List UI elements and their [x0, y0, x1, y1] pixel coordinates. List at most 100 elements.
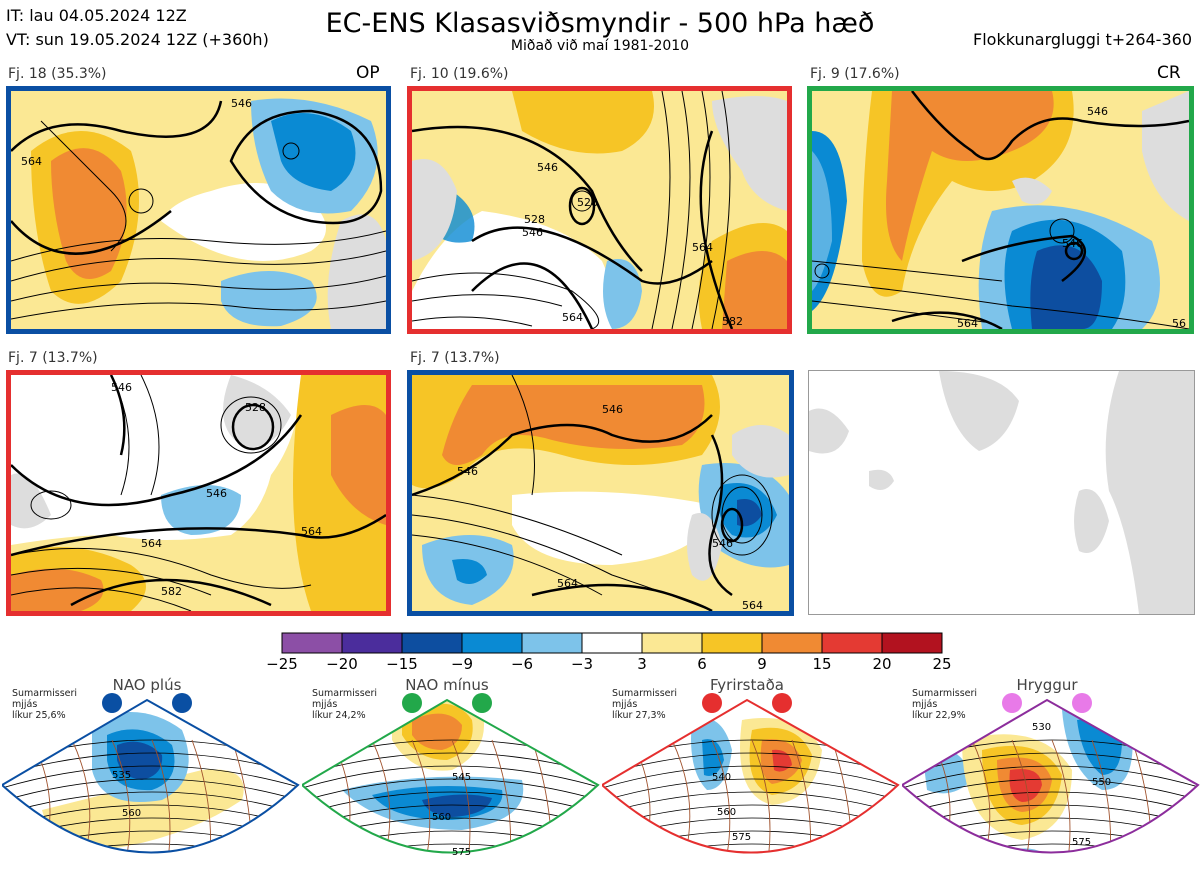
regime-marker-dot [1072, 693, 1092, 713]
contour-label: 564 [301, 525, 322, 538]
height-contour [902, 791, 1198, 818]
height-contour [602, 778, 898, 805]
regime-info-line: mjjás [912, 699, 938, 710]
contour-label: 546 [537, 161, 558, 174]
height-contour [2, 791, 298, 818]
cluster-panel-4: 528 546 564 564 582 546 [6, 370, 391, 616]
contour-label: 560 [717, 807, 736, 818]
anomaly-shading [42, 769, 244, 850]
regime-map: 535 560 [2, 693, 300, 854]
regime-map: 530 550 575 [902, 693, 1200, 854]
regime-info-line: Sumarmisseri [612, 688, 678, 699]
regime-marker-dot [472, 693, 492, 713]
contour-label: 530 [1032, 722, 1051, 733]
page-subtitle: Miðað við maí 1981-2010 [510, 38, 690, 54]
regime-map: 545 560 575 [302, 693, 600, 858]
regime-marker-dot [172, 693, 192, 713]
height-contour [302, 765, 598, 792]
contour-label: 546 [602, 403, 623, 416]
contour-label: 546 [457, 465, 478, 478]
regime-border [602, 698, 900, 854]
contour-label: 575 [452, 847, 471, 858]
contour-label: 564 [557, 577, 578, 590]
regime-marker-dot [1002, 693, 1022, 713]
colorbar-tick-label: −6 [510, 655, 534, 673]
cluster-panel-2: 546 528 528 546 564 564 582 [407, 86, 792, 334]
contour-label: 564 [562, 311, 583, 324]
panel-5-label: Fj. 7 (13.7%) [410, 350, 500, 366]
colorbar-tick-label: −20 [326, 655, 358, 673]
cluster-map-2: 546 528 528 546 564 564 582 [412, 91, 787, 329]
contour-label: 564 [21, 155, 42, 168]
colorbar-cell [461, 632, 523, 654]
contour-label: 540 [712, 772, 731, 783]
regime-marker-dot [102, 693, 122, 713]
cluster-map-5: 546 546 546 564 564 [412, 375, 789, 611]
colorbar-cell [581, 632, 643, 654]
panel-1-label: Fj. 18 (35.3%) [8, 66, 107, 82]
height-contour [902, 778, 1198, 805]
regime-info-line: Sumarmisseri [12, 688, 78, 699]
regime-info-line: Sumarmisseri [912, 688, 978, 699]
coastline [451, 739, 471, 853]
regime-map: 540 560 575 [602, 693, 900, 854]
contour-label: 546 [712, 537, 733, 550]
regime-title: NAO plús [112, 676, 182, 694]
page-title: EC-ENS Klasasviðsmyndir - 500 hPa hæð [325, 8, 875, 39]
colorbar-cell [701, 632, 763, 654]
regime-title: Fyrirstaða [710, 676, 784, 694]
regime-marker-dot [702, 693, 722, 713]
contour-label: 546 [111, 381, 132, 394]
colorbar-cell [521, 632, 583, 654]
coastline [111, 739, 131, 853]
contour-label: 575 [732, 832, 751, 843]
cluster-panel-3: 546 546 564 56 [807, 86, 1194, 334]
regime-border [302, 698, 600, 854]
coastline [1011, 739, 1031, 853]
contour-label: 528 [245, 401, 266, 414]
colorbar-tick-label: −9 [450, 655, 474, 673]
classification-window: Flokkunargluggi t+264-360 [973, 30, 1192, 49]
height-contour [302, 778, 598, 805]
colorbar-cell [641, 632, 703, 654]
height-contour [602, 765, 898, 792]
colorbar-cell [341, 632, 403, 654]
height-contour [2, 843, 298, 853]
coastline [151, 739, 171, 853]
contour-label: 564 [742, 599, 763, 611]
contour-label: 528 [524, 213, 545, 226]
colorbar-cell [761, 632, 823, 654]
contour-label: 546 [1062, 237, 1083, 250]
cluster-panel-5: 546 546 546 564 564 [407, 370, 794, 616]
contour-label: 550 [1092, 777, 1111, 788]
anomaly-shading [1009, 769, 1042, 802]
colorbar-tick-label: 6 [697, 655, 707, 673]
regime-info-line: líkur 27,3% [612, 710, 666, 721]
coastline [411, 739, 431, 853]
panel-2-label: Fj. 10 (19.6%) [410, 66, 509, 82]
regime-info-line: líkur 24,2% [312, 710, 366, 721]
panel-4-label: Fj. 7 (13.7%) [8, 350, 98, 366]
panel-3-label: Fj. 9 (17.6%) [810, 66, 900, 82]
height-contour [902, 843, 1198, 853]
regime-info: Sumarmisseri mjjás líkur 25,6% [12, 688, 77, 721]
contour-label: 546 [231, 97, 252, 110]
regime-marker-dot [402, 693, 422, 713]
contour-label: 546 [1087, 105, 1108, 118]
contour-label: 545 [452, 772, 471, 783]
colorbar-tick-label: 9 [757, 655, 767, 673]
colorbar [281, 632, 943, 654]
height-contour [302, 843, 598, 853]
panel-3-tag: CR [1157, 63, 1181, 83]
height-contour [2, 765, 298, 792]
cluster-panel-1: 546 564 [6, 86, 391, 334]
cluster-map-3: 546 546 564 56 [812, 91, 1189, 329]
colorbar-tick-label: 3 [637, 655, 647, 673]
coastline [751, 739, 771, 853]
contour-label: 535 [112, 770, 131, 781]
colorbar-tick-label: −3 [570, 655, 594, 673]
contour-label: 575 [1072, 837, 1091, 848]
regime-info: Sumarmisseri mjjás líkur 27,3% [612, 688, 677, 721]
anomaly-shading [117, 741, 163, 780]
height-contour [2, 778, 298, 805]
